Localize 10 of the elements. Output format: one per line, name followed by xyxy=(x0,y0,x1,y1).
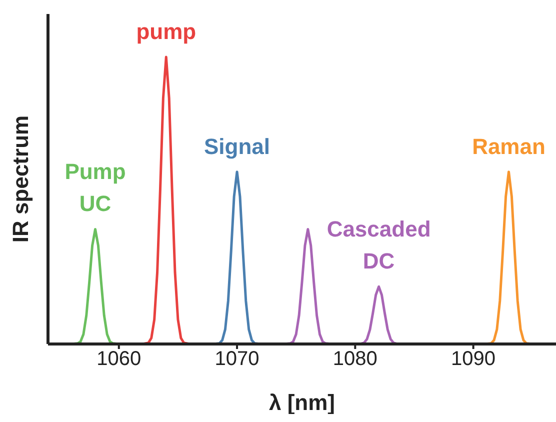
series-label: Signal xyxy=(204,134,270,159)
series-label: Raman xyxy=(472,134,546,159)
x-tick-label: 1090 xyxy=(451,348,496,370)
series-label: pump xyxy=(136,19,196,44)
series-label: Pump UC xyxy=(64,159,126,216)
x-tick-label: 1070 xyxy=(214,348,260,370)
x-tick-label: 1060 xyxy=(96,348,142,370)
x-tick-label: 1080 xyxy=(332,348,378,370)
y-axis-title: IR spectrum xyxy=(8,115,33,243)
series-label: Cascaded DC xyxy=(326,216,431,274)
